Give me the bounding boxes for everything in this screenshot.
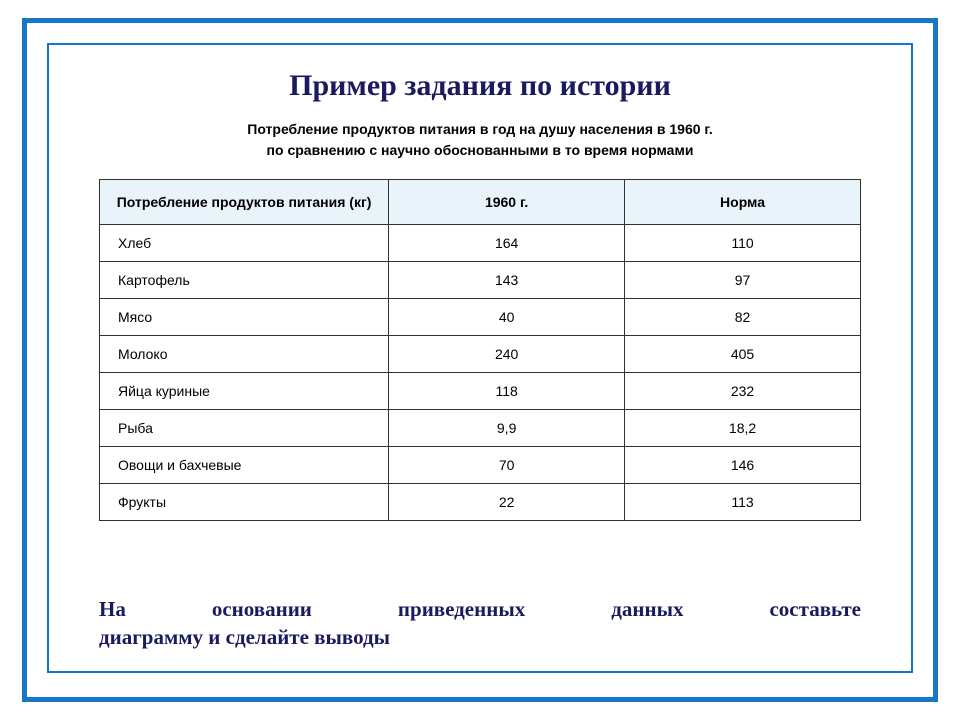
outer-frame: Пример задания по истории Потребление пр… <box>22 18 938 702</box>
cell-norm: 82 <box>625 299 861 336</box>
cell-norm: 232 <box>625 373 861 410</box>
cell-norm: 113 <box>625 484 861 521</box>
consumption-table: Потребление продуктов питания (кг) 1960 … <box>99 179 861 521</box>
cell-product: Мясо <box>100 299 389 336</box>
cell-product: Молоко <box>100 336 389 373</box>
instruction-line-2: диаграмму и сделайте выводы <box>99 624 861 651</box>
cell-norm: 97 <box>625 262 861 299</box>
subtitle: Потребление продуктов питания в год на д… <box>99 119 861 161</box>
table-row: Мясо 40 82 <box>100 299 861 336</box>
cell-year: 143 <box>389 262 625 299</box>
cell-norm: 110 <box>625 225 861 262</box>
table-header-product: Потребление продуктов питания (кг) <box>100 180 389 225</box>
table-row: Молоко 240 405 <box>100 336 861 373</box>
table-row: Картофель 143 97 <box>100 262 861 299</box>
table-header-year: 1960 г. <box>389 180 625 225</box>
table-row: Рыба 9,9 18,2 <box>100 410 861 447</box>
table-row: Яйца куриные 118 232 <box>100 373 861 410</box>
cell-product: Фрукты <box>100 484 389 521</box>
cell-year: 70 <box>389 447 625 484</box>
instruction-word: приведенных <box>398 596 525 623</box>
instruction-word: данных <box>611 596 683 623</box>
cell-product: Яйца куриные <box>100 373 389 410</box>
table-row: Фрукты 22 113 <box>100 484 861 521</box>
instruction-word: На <box>99 596 126 623</box>
cell-year: 40 <box>389 299 625 336</box>
cell-norm: 405 <box>625 336 861 373</box>
cell-year: 9,9 <box>389 410 625 447</box>
table-row: Хлеб 164 110 <box>100 225 861 262</box>
subtitle-line-1: Потребление продуктов питания в год на д… <box>99 119 861 140</box>
instruction-word: составьте <box>769 596 861 623</box>
cell-year: 22 <box>389 484 625 521</box>
cell-product: Хлеб <box>100 225 389 262</box>
cell-product: Рыба <box>100 410 389 447</box>
cell-product: Картофель <box>100 262 389 299</box>
table-header-row: Потребление продуктов питания (кг) 1960 … <box>100 180 861 225</box>
cell-product: Овощи и бахчевые <box>100 447 389 484</box>
cell-norm: 18,2 <box>625 410 861 447</box>
table-body: Хлеб 164 110 Картофель 143 97 Мясо 40 82… <box>100 225 861 521</box>
cell-year: 118 <box>389 373 625 410</box>
page-title: Пример задания по истории <box>99 69 861 103</box>
instruction-text: На основании приведенных данных составьт… <box>99 596 861 651</box>
cell-year: 164 <box>389 225 625 262</box>
table-header-norm: Норма <box>625 180 861 225</box>
table-row: Овощи и бахчевые 70 146 <box>100 447 861 484</box>
cell-year: 240 <box>389 336 625 373</box>
cell-norm: 146 <box>625 447 861 484</box>
instruction-word: основании <box>212 596 312 623</box>
instruction-line-1: На основании приведенных данных составьт… <box>99 596 861 623</box>
inner-frame: Пример задания по истории Потребление пр… <box>47 43 913 673</box>
subtitle-line-2: по сравнению с научно обоснованными в то… <box>99 140 861 161</box>
